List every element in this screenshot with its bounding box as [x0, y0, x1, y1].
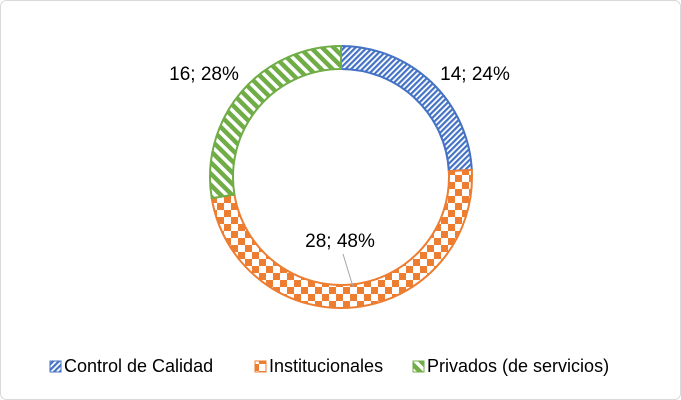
legend-label: Privados (de servicios)	[427, 356, 609, 376]
legend-label: Institucionales	[269, 356, 383, 376]
donut-slice	[209, 44, 342, 200]
legend-marker	[49, 360, 62, 373]
legend-label: Control de Calidad	[64, 356, 213, 376]
legend-marker	[412, 360, 425, 373]
data-label: 16; 28%	[169, 64, 239, 85]
legend-marker	[254, 360, 267, 373]
data-label: 14; 24%	[440, 64, 510, 85]
leader-line	[342, 253, 354, 287]
data-label: 28; 48%	[305, 231, 375, 252]
